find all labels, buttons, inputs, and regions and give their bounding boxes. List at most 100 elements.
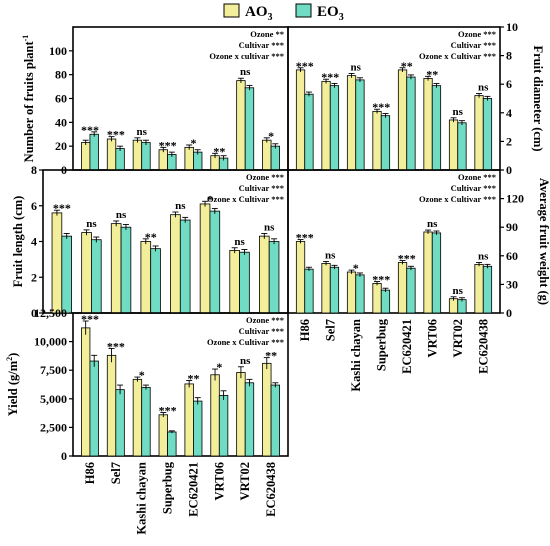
bar-yield-ao3	[132, 378, 143, 457]
bar-diameter-eo3	[482, 98, 493, 171]
bar-weight-ao3	[372, 283, 382, 314]
bar-length-ao3	[51, 212, 63, 314]
bar-yield-ao3	[184, 383, 194, 457]
bar-weight-ao3	[423, 231, 433, 314]
y-tick-label-fruits: 60	[55, 92, 67, 106]
significance-label-weight: ns	[325, 250, 336, 262]
y-tick-label-weight: 30	[506, 277, 518, 291]
bar-yield-ao3	[106, 354, 117, 457]
x-tick-label-weight: EC620421	[400, 319, 414, 374]
bar-fruits-ao3	[184, 146, 194, 171]
significance-label-diameter: ***	[321, 70, 339, 84]
bar-yield-ao3	[236, 372, 246, 457]
chart-weight: 0 30 60 90 120 Average fruit weight (g) Ozone …	[287, 169, 550, 392]
chart-yield: 0 2,500 5,000 7,500 10,000 12,500 Yield (g/m2)…	[5, 306, 289, 535]
significance-label-diameter: **	[426, 67, 438, 81]
stats-line-yield: Ozone x Cultivar ***	[207, 337, 284, 347]
x-tick-label-weight: VRT02	[451, 319, 465, 357]
y-tick-label-diameter: 0	[506, 163, 512, 177]
x-tick-label-yield: EC620438	[264, 462, 278, 517]
significance-label-yield: ***	[81, 312, 99, 326]
stats-line-length: Cultivar ***	[239, 183, 284, 193]
bar-diameter-ao3	[474, 95, 484, 171]
significance-label-yield: *	[139, 368, 145, 382]
legend-swatch-eo3	[295, 3, 312, 18]
bar-yield-eo3	[141, 386, 151, 457]
bar-weight-eo3	[457, 299, 467, 314]
bar-diameter-ao3	[372, 110, 382, 171]
y-axis-label-yield: Yield (g/m2)	[5, 353, 20, 417]
stats-line-diameter: Ozone ***	[458, 29, 496, 39]
x-tick-label-weight: Superbug	[374, 318, 388, 371]
significance-label-fruits: ***	[107, 128, 125, 142]
y-axis-label-weight: Average fruit weight (g)	[537, 178, 550, 305]
x-tick-label-weight: Sel7	[323, 319, 337, 341]
stats-line-yield: Cultivar ***	[239, 326, 284, 336]
y-tick-label-length: 4	[31, 235, 37, 249]
y-tick-label-fruits: 100	[49, 44, 67, 58]
bar-yield-ao3	[80, 327, 91, 457]
significance-label-fruits: ns	[136, 126, 147, 138]
y-tick-label-fruits: 80	[55, 68, 67, 82]
y-axis-label-diameter: Fruit diameter (cm)	[531, 46, 545, 152]
bar-diameter-eo3	[380, 115, 391, 171]
stats-line-fruits: Ozone x cultivar ***	[209, 51, 284, 61]
y-tick-label-weight: 60	[506, 249, 518, 263]
y-tick-label-weight: 90	[506, 220, 518, 234]
bar-yield-eo3	[89, 360, 99, 457]
chart-length: 0 2 4 6 8 Fruit length (cm) Ozone ***Cultivar …	[11, 163, 289, 320]
y-tick-label-diameter: 4	[506, 106, 512, 120]
significance-label-fruits: **	[213, 144, 225, 158]
x-tick-label-weight: H86	[298, 319, 312, 341]
y-tick-label-diameter: 2	[506, 134, 512, 148]
bar-fruits-ao3	[158, 149, 168, 171]
bar-weight-ao3	[321, 263, 331, 314]
bar-fruits-eo3	[115, 148, 125, 171]
bar-yield-eo3	[218, 394, 229, 457]
bar-fruits-eo3	[193, 151, 203, 171]
y-tick-label-diameter: 10	[506, 20, 518, 34]
significance-label-length: ***	[53, 201, 71, 215]
y-tick-label-length: 2	[31, 270, 37, 284]
significance-label-length: **	[145, 230, 157, 244]
x-tick-label-weight: VRT06	[425, 319, 439, 357]
y-tick-label-weight: 120	[506, 192, 524, 206]
bar-weight-eo3	[482, 265, 493, 314]
x-tick-label-yield: Kashi chayan	[135, 462, 149, 535]
bar-diameter-ao3	[295, 69, 306, 171]
bar-diameter-eo3	[457, 122, 467, 171]
significance-label-diameter: ns	[453, 106, 464, 118]
y-tick-label-yield: 2,500	[40, 420, 67, 434]
significance-label-fruits: *	[190, 136, 196, 150]
stats-line-yield: Ozone ***	[246, 315, 284, 325]
significance-label-yield: *	[216, 360, 222, 374]
bar-diameter-ao3	[423, 78, 433, 171]
bar-length-ao3	[259, 235, 270, 314]
bar-length-ao3	[199, 203, 211, 314]
bar-diameter-eo3	[406, 76, 416, 171]
bar-yield-ao3	[262, 362, 272, 457]
bar-length-ao3	[140, 241, 152, 314]
legend: AO3 EO3	[223, 3, 344, 23]
stats-line-length: Ozone x Cultivar ***	[207, 194, 284, 204]
y-tick-label-length: 6	[31, 199, 37, 213]
bar-yield-ao3	[210, 374, 220, 457]
x-tick-label-yield: H86	[83, 462, 97, 484]
legend-label-ao3: AO3	[245, 4, 273, 23]
stats-line-diameter: Cultivar ***	[451, 40, 496, 50]
stats-line-weight: Cultivar ***	[451, 183, 496, 193]
bar-weight-eo3	[431, 232, 442, 314]
panel-frame-weight	[287, 169, 501, 314]
chart-diameter: 0 2 4 6 8 10 Fruit diameter (cm) Ozone ***Culti…	[287, 20, 545, 177]
bar-weight-ao3	[346, 271, 357, 314]
bar-diameter-ao3	[346, 75, 357, 171]
y-tick-label-yield: 10,000	[34, 335, 67, 349]
significance-label-weight: ns	[453, 285, 464, 297]
legend-label-eo3: EO3	[317, 4, 344, 23]
bar-fruits-eo3	[270, 145, 281, 171]
y-axis-label-length: Fruit length (cm)	[11, 196, 25, 288]
bar-fruits-ao3	[262, 139, 272, 171]
significance-label-weight: ***	[296, 231, 314, 245]
